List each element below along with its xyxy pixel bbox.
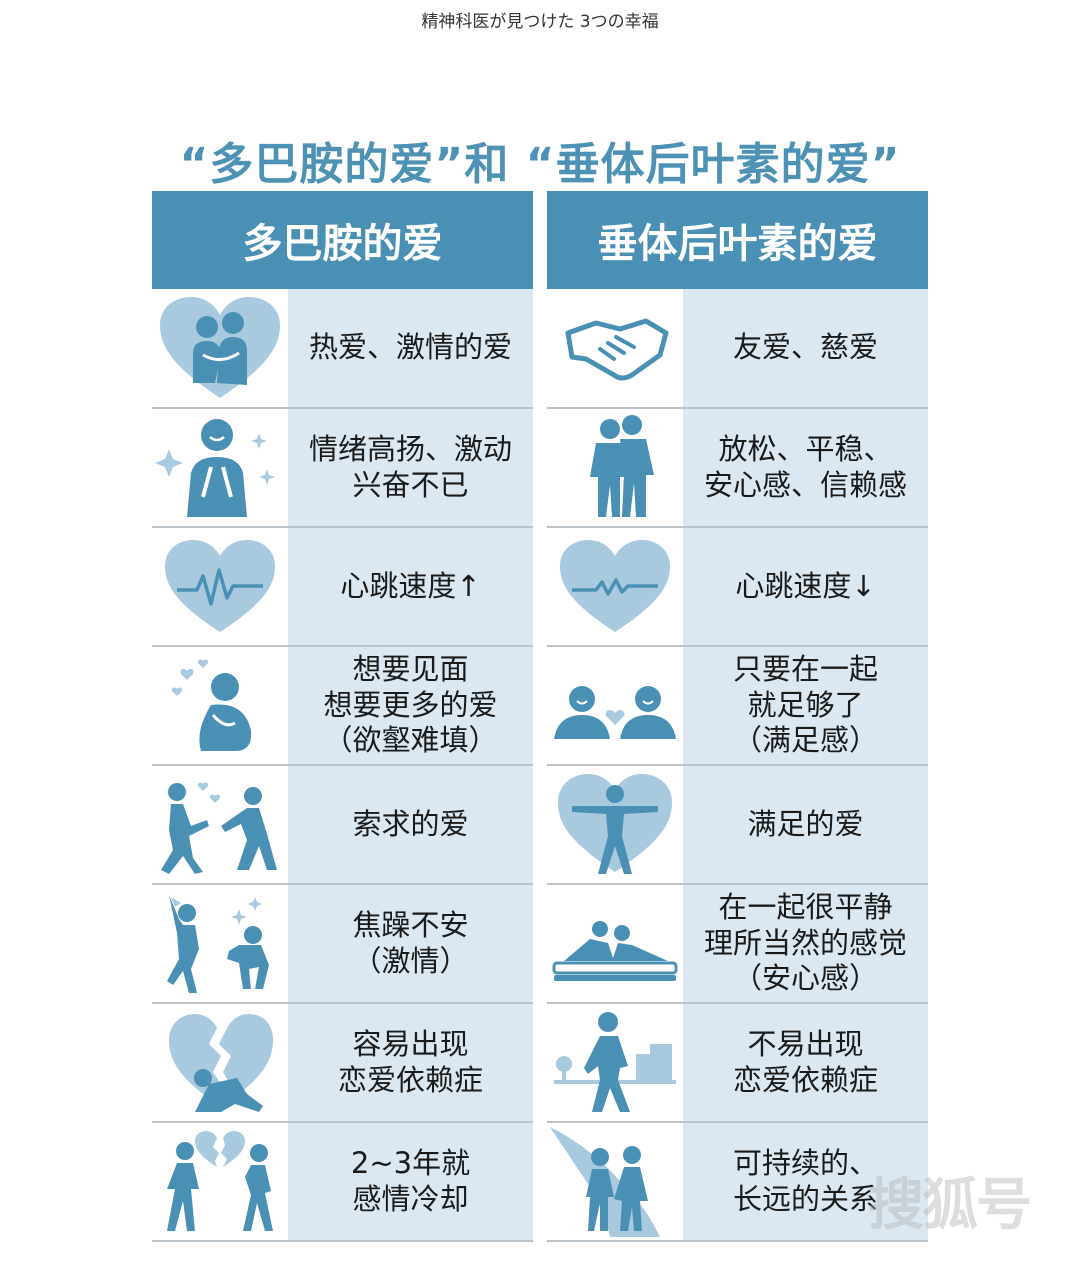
oxytocin-love-column: 垂体后叶素的爱 友爱、慈爱 放松、平稳、 安心感、信赖感 <box>547 191 928 1242</box>
chasing-people-icon <box>152 766 288 883</box>
table-row: 友爱、慈爱 <box>547 289 928 409</box>
table-row: 放松、平稳、 安心感、信赖感 <box>547 409 928 528</box>
longing-person-icon <box>152 647 288 764</box>
row-text: 只要在一起 就足够了 （满足感） <box>683 647 928 764</box>
table-row: 焦躁不安 （激情） <box>152 885 533 1004</box>
table-row: 心跳速度↑ <box>152 528 533 647</box>
hugging-couple-heart-icon <box>152 289 288 407</box>
heartbeat-heart-icon <box>152 528 288 645</box>
walking-person-city-icon <box>547 1004 683 1121</box>
table-row: 可持续的、 长远的关系 <box>547 1123 928 1242</box>
table-row: 索求的爱 <box>152 766 533 885</box>
agitated-people-icon <box>152 885 288 1002</box>
couple-parting-icon <box>152 1123 288 1240</box>
table-row: 2~3年就 感情冷却 <box>152 1123 533 1242</box>
table-row: 满足的爱 <box>547 766 928 885</box>
person-in-heart-icon <box>547 766 683 883</box>
row-text: 可持续的、 长远的关系 <box>683 1123 928 1240</box>
table-row: 在一起很平静 理所当然的感觉 （安心感） <box>547 885 928 1004</box>
elderly-couple-icon <box>547 409 683 526</box>
table-row: 心跳速度↓ <box>547 528 928 647</box>
page-title: “多巴胺的爱”和 “垂体后叶素的爱” <box>179 139 901 190</box>
row-text: 在一起很平静 理所当然的感觉 （安心感） <box>683 885 928 1002</box>
table-row: 热爱、激情的爱 <box>152 289 533 409</box>
calm-heartbeat-heart-icon <box>547 528 683 645</box>
table-row: 想要见面 想要更多的爱 （欲壑难填） <box>152 647 533 766</box>
excited-person-icon <box>152 409 288 526</box>
table-row: 只要在一起 就足够了 （满足感） <box>547 647 928 766</box>
table-row: 容易出现 恋爱依赖症 <box>152 1004 533 1123</box>
row-text: 热爱、激情的爱 <box>288 289 533 407</box>
column-heading-dopamine: 多巴胺的爱 <box>152 191 533 289</box>
couple-small-heart-icon <box>547 647 683 764</box>
top-caption: 精神科医が見つけた 3つの幸福 <box>421 12 659 32</box>
row-text: 2~3年就 感情冷却 <box>288 1123 533 1240</box>
row-text: 索求的爱 <box>288 766 533 883</box>
row-text: 满足的爱 <box>683 766 928 883</box>
row-text: 焦躁不安 （激情） <box>288 885 533 1002</box>
row-text: 心跳速度↓ <box>683 528 928 645</box>
row-text: 情绪高扬、激动 兴奋不已 <box>288 409 533 526</box>
couple-walking-path-icon <box>547 1123 683 1240</box>
couple-lying-icon <box>547 885 683 1002</box>
dopamine-love-column: 多巴胺的爱 热爱、激情的爱 情绪 <box>152 191 533 1242</box>
handshake-icon <box>547 289 683 407</box>
table-row: 情绪高扬、激动 兴奋不已 <box>152 409 533 528</box>
broken-heart-kneeling-icon <box>152 1004 288 1121</box>
row-text: 容易出现 恋爱依赖症 <box>288 1004 533 1121</box>
column-heading-oxytocin: 垂体后叶素的爱 <box>547 191 928 289</box>
row-text: 放松、平稳、 安心感、信赖感 <box>683 409 928 526</box>
row-text: 友爱、慈爱 <box>683 289 928 407</box>
table-row: 不易出现 恋爱依赖症 <box>547 1004 928 1123</box>
row-text: 想要见面 想要更多的爱 （欲壑难填） <box>288 647 533 764</box>
watermark: 搜狐号 <box>868 1173 1032 1238</box>
row-text: 不易出现 恋爱依赖症 <box>683 1004 928 1121</box>
row-text: 心跳速度↑ <box>288 528 533 645</box>
